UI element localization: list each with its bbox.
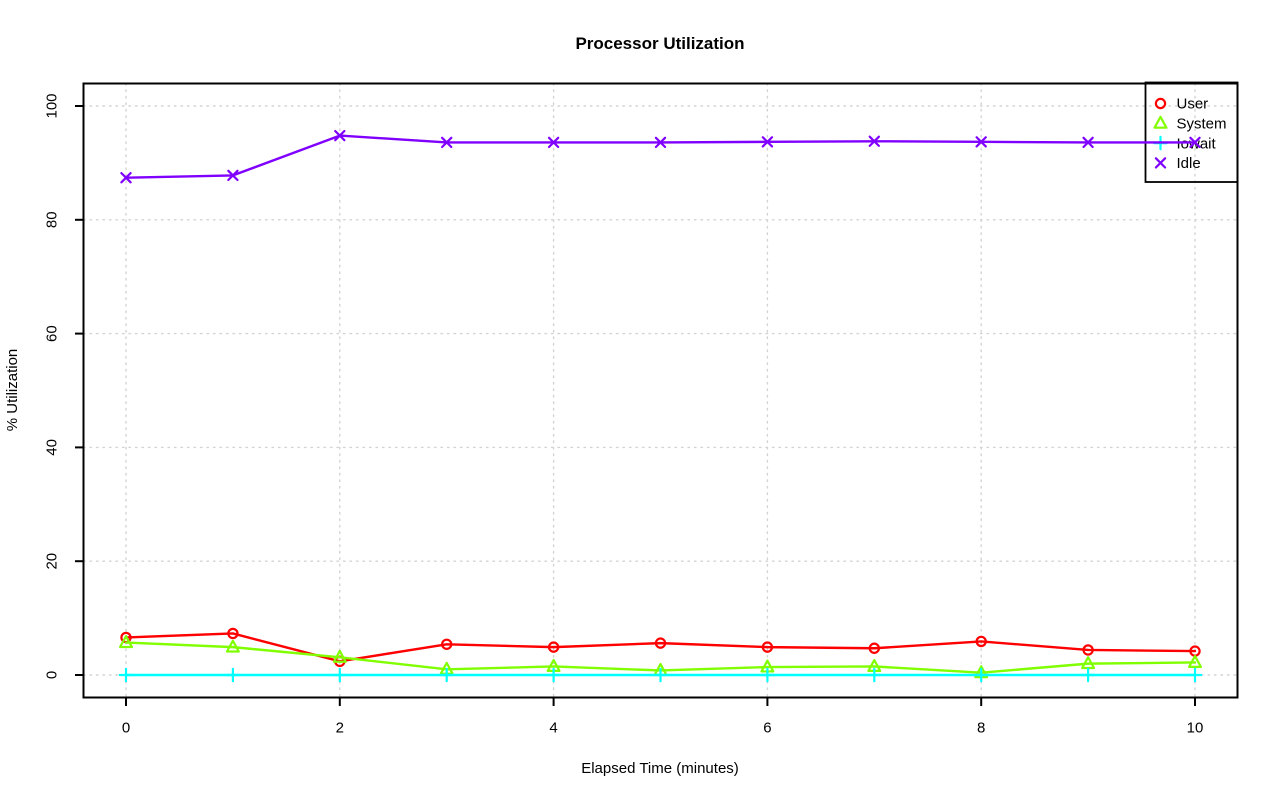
triangle-marker-icon: [225, 639, 240, 653]
x-axis-tick-label: 10: [1187, 720, 1204, 737]
legend: User System Iowait Idle: [1144, 81, 1239, 183]
chart-title: Processor Utilization: [575, 34, 744, 53]
data-point-idle-10: [1189, 136, 1201, 149]
data-point-user-9: [1082, 644, 1094, 656]
legend-item-iowait: Iowait: [1153, 135, 1217, 152]
data-point-system-1: [225, 639, 240, 653]
x-marker-icon: [975, 136, 987, 148]
x-marker-icon: [227, 169, 239, 182]
series-user: [120, 627, 1201, 668]
x-marker-icon: [761, 136, 774, 148]
triangle-marker-icon: [1153, 115, 1168, 129]
data-point-iowait-8: [973, 667, 989, 683]
x-marker-icon: [441, 136, 453, 149]
data-point-iowait-4: [546, 667, 561, 683]
y-axis-tick-label: 80: [44, 211, 61, 228]
data-point-idle-3: [441, 136, 453, 149]
legend-label-user: User: [1177, 96, 1209, 113]
y-axis-tick-label: 20: [44, 553, 61, 570]
circle-marker-icon: [547, 641, 560, 653]
grid: [82, 82, 1239, 699]
x-marker-icon: [1082, 136, 1094, 149]
legend-marker-idle: [1154, 157, 1167, 169]
data-point-idle-5: [654, 136, 667, 149]
data-point-user-5: [654, 637, 667, 649]
data-point-user-4: [547, 641, 560, 653]
data-point-iowait-5: [653, 667, 668, 683]
data-point-system-0: [118, 635, 133, 649]
x-axis-tick-label: 2: [336, 720, 344, 737]
x-axis-tick-label: 0: [122, 720, 130, 737]
data-point-idle-8: [975, 136, 987, 148]
data-point-iowait-2: [332, 667, 348, 683]
x-marker-icon: [547, 136, 560, 149]
legend-marker-user: [1154, 97, 1167, 110]
legend-label-system: System: [1177, 116, 1227, 133]
circle-marker-icon: [761, 641, 774, 653]
data-point-user-7: [868, 642, 881, 654]
circle-marker-icon: [441, 638, 453, 650]
series-line-user: [124, 632, 1197, 663]
circle-marker-icon: [227, 627, 239, 640]
legend-marker-system: [1153, 115, 1168, 129]
data-point-idle-9: [1082, 136, 1094, 149]
y-axis-tick-label: 100: [44, 93, 61, 118]
x-marker-icon: [1154, 157, 1167, 169]
circle-marker-icon: [975, 635, 987, 648]
x-marker-icon: [654, 136, 667, 149]
x-marker-icon: [334, 129, 346, 142]
data-point-iowait-7: [866, 667, 882, 683]
x-axis-tick-label: 4: [549, 720, 557, 737]
triangle-marker-icon: [1187, 654, 1203, 668]
y-axis-tick-label: 0: [44, 671, 61, 679]
data-point-idle-1: [227, 169, 239, 182]
triangle-marker-icon: [118, 635, 133, 649]
legend-item-user: User: [1154, 96, 1209, 113]
data-point-iowait-1: [225, 667, 241, 683]
data-point-iowait-10: [1187, 667, 1203, 683]
legend-item-idle: Idle: [1154, 155, 1201, 172]
data-point-idle-0: [120, 171, 132, 184]
series-iowait: [118, 667, 1203, 683]
data-point-idle-4: [547, 136, 560, 149]
circle-marker-icon: [654, 637, 667, 649]
x-axis-tick-label: 6: [763, 720, 771, 737]
data-point-idle-2: [334, 129, 346, 142]
legend-item-system: System: [1153, 115, 1227, 133]
x-axis-label: Elapsed Time (minutes): [581, 760, 739, 777]
data-point-system-10: [1187, 654, 1203, 668]
series: [118, 129, 1203, 683]
x-marker-icon: [1189, 136, 1201, 149]
data-point-iowait-6: [760, 667, 775, 683]
legend-label-idle: Idle: [1177, 155, 1201, 172]
data-point-user-1: [227, 627, 239, 640]
data-point-idle-7: [868, 135, 881, 147]
data-point-system-2: [332, 649, 347, 663]
data-point-user-8: [975, 635, 987, 648]
data-point-iowait-0: [118, 667, 134, 683]
x-marker-icon: [868, 135, 881, 147]
data-point-user-6: [761, 641, 774, 653]
circle-marker-icon: [868, 642, 881, 654]
y-axis-tick-label: 60: [44, 325, 61, 342]
y-axis-label: % Utilization: [4, 349, 21, 432]
data-point-idle-6: [761, 136, 774, 148]
y-axis-tick-label: 40: [44, 439, 61, 456]
data-point-iowait-9: [1080, 667, 1096, 683]
circle-marker-icon: [1154, 97, 1167, 110]
circle-marker-icon: [1082, 644, 1094, 656]
data-point-user-3: [441, 638, 453, 650]
x-axis-tick-label: 8: [977, 720, 985, 737]
plot-border: [82, 82, 1239, 699]
triangle-marker-icon: [332, 649, 347, 663]
series-idle: [120, 129, 1201, 184]
data-point-iowait-3: [439, 667, 454, 683]
x-marker-icon: [120, 171, 132, 184]
